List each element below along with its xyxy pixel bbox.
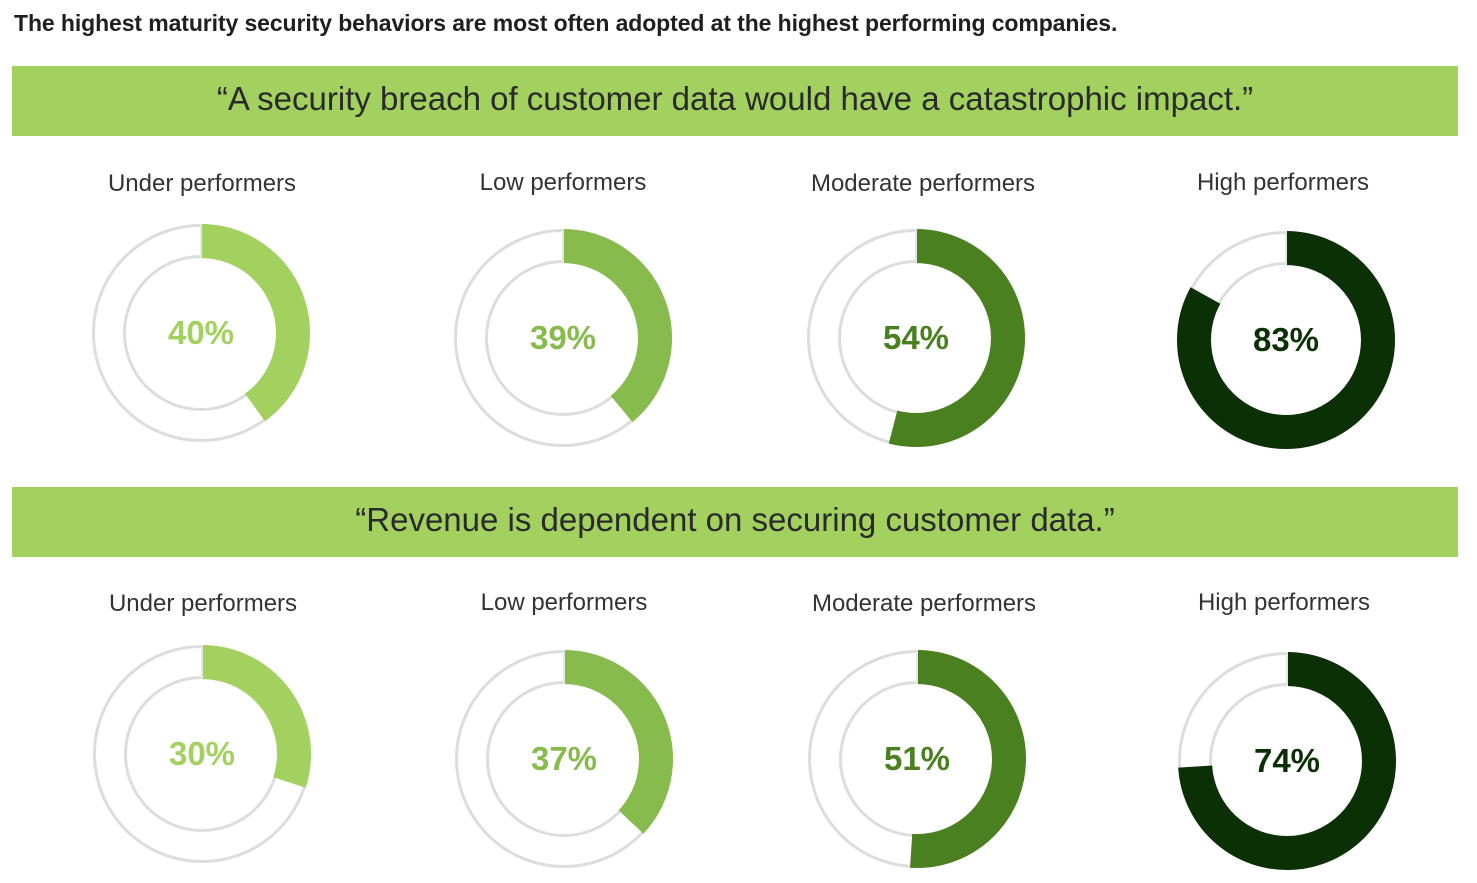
statement-band-1: “A security breach of customer data woul… [12,66,1458,136]
donut-svg-under-1 [92,224,310,442]
donut-high-1: 83% [1166,220,1406,460]
statement-text-1: “A security breach of customer data woul… [216,80,1254,117]
donut-value-label-high-1: 83% [1252,321,1320,358]
donut-value-label-low-1: 39% [529,319,597,356]
statement-text-2: “Revenue is dependent on securing custom… [355,501,1115,538]
group-label-high-2: High performers [1197,589,1371,616]
group-label-low-1: Low performers [479,169,647,196]
donut-value-label-moderate-1: 54% [882,319,950,356]
group-label-moderate-1: Moderate performers [810,170,1036,197]
donut-svg-under-2 [93,645,311,863]
donut-value-label-low-2: 37% [530,740,598,777]
donut-svg-high-1 [1177,231,1395,449]
donut-low-1: 39% [443,218,683,458]
donut-svg-high-2 [1178,652,1396,870]
group-label-under-2: Under performers [108,590,298,617]
chart-title: The highest maturity security behaviors … [14,10,1118,36]
group-label-moderate-2: Moderate performers [811,590,1037,617]
statement-band-2: “Revenue is dependent on securing custom… [12,487,1458,557]
group-label-high-1: High performers [1196,169,1370,196]
donut-value-label-under-2: 30% [168,735,236,772]
donut-moderate-2: 51% [797,639,1037,879]
donut-moderate-1: 54% [796,218,1036,458]
donut-under-1: 40% [81,213,321,453]
donut-high-2: 74% [1167,641,1407,881]
group-label-low-2: Low performers [480,589,648,616]
donut-value-label-high-2: 74% [1253,742,1321,779]
donut-svg-low-1 [454,229,672,447]
donut-value-label-under-1: 40% [167,314,235,351]
donut-svg-moderate-1 [807,229,1025,447]
donut-under-2: 30% [82,634,322,874]
group-label-under-1: Under performers [107,170,297,197]
donut-low-2: 37% [444,639,684,879]
donut-svg-low-2 [455,650,673,868]
donut-svg-moderate-2 [808,650,1026,868]
donut-value-label-moderate-2: 51% [883,740,951,777]
